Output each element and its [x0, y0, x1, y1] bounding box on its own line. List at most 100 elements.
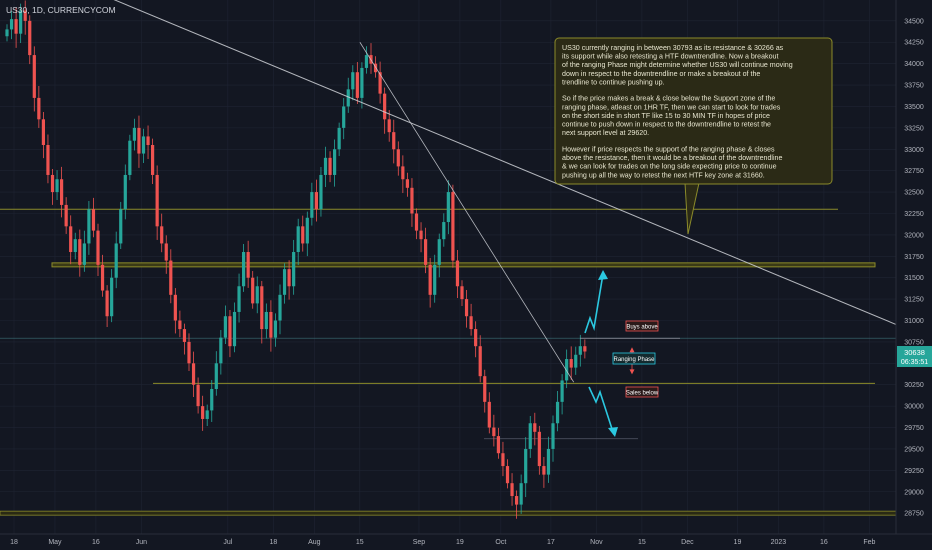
time-tick-label: Aug — [308, 539, 321, 546]
candle-body — [269, 311, 273, 338]
note-line: above the resistance, then it would be a… — [562, 154, 783, 162]
candle-body — [119, 209, 123, 244]
candle-body — [114, 243, 118, 278]
candle-body — [260, 286, 264, 330]
candle-body — [464, 299, 469, 317]
candle-body — [437, 239, 441, 265]
candle-body — [282, 269, 287, 295]
candle-body — [251, 277, 255, 304]
price-tick-label: 29250 — [904, 468, 924, 475]
candle-body — [60, 179, 64, 205]
candle-body — [387, 119, 391, 133]
candle-body — [515, 496, 519, 505]
time-tick-label: Feb — [863, 539, 875, 546]
candle-body — [110, 277, 114, 317]
candle-body — [510, 483, 514, 497]
candle-body — [28, 20, 32, 56]
price-tick-label: 31500 — [904, 275, 924, 282]
candle-body — [296, 226, 300, 253]
candle-body — [137, 127, 141, 154]
candle-body — [401, 166, 405, 180]
price-tick-label: 30000 — [904, 404, 924, 411]
price-tick-label: 33500 — [904, 104, 924, 111]
bearish-projection-arrow — [588, 386, 614, 433]
buys-above-label-bg — [625, 320, 659, 332]
time-tick-label: 19 — [456, 539, 464, 546]
current-price: 30638 — [904, 348, 925, 357]
candle-body — [410, 187, 414, 214]
candle-body — [187, 341, 191, 364]
candle-body — [205, 410, 209, 419]
note-line: pushing up all the way to retest the nex… — [562, 171, 765, 179]
bullish-projection-arrow — [584, 273, 604, 334]
price-tick-label: 28750 — [904, 511, 924, 518]
time-tick-label: Sep — [413, 539, 426, 546]
candle-body — [55, 179, 59, 193]
time-tick-label: 15 — [638, 539, 646, 546]
candle-body — [292, 252, 296, 287]
time-tick-label: 16 — [92, 539, 100, 546]
candle-body — [169, 260, 173, 295]
candle-body — [314, 192, 318, 210]
candle-body — [478, 346, 482, 377]
candle-body — [273, 320, 278, 338]
price-tick-label: 32500 — [904, 190, 924, 197]
candle-body — [565, 359, 569, 381]
note-line: next support level at 29620. — [562, 129, 649, 137]
candle-body — [428, 264, 432, 295]
candle-body — [574, 354, 578, 368]
note-line: ranging phase, atleast on 1HR TF, then w… — [562, 103, 781, 111]
candle-body — [37, 97, 41, 120]
time-axis-panel[interactable] — [0, 534, 932, 550]
candle-body — [342, 106, 346, 128]
price-tick-label: 32750 — [904, 168, 924, 175]
note-line: trendline to continue pushing up. — [562, 78, 665, 86]
price-tick-label: 32000 — [904, 232, 924, 239]
ranging-phase-label-bg — [612, 352, 656, 365]
candle-body — [87, 209, 91, 244]
note-line: US30 currently ranging in between 30793 … — [562, 44, 784, 52]
candle-body — [551, 423, 555, 449]
candle-body — [446, 192, 450, 223]
trend-lines — [113, 0, 897, 383]
candle-body — [151, 144, 155, 175]
candle-body — [223, 316, 227, 338]
short-downtrendline — [359, 42, 575, 383]
candle-body — [433, 264, 437, 295]
candle-body — [487, 401, 491, 428]
candle-body — [242, 252, 246, 287]
candle-body — [64, 204, 68, 227]
candlestick-series — [5, 0, 587, 519]
analysis-note-box[interactable] — [554, 37, 833, 185]
time-tick-label: 2023 — [771, 539, 787, 546]
candle-body — [542, 466, 546, 475]
candle-body — [255, 286, 259, 304]
candle-body — [333, 149, 337, 175]
candle-body — [537, 431, 541, 467]
candle-body — [82, 243, 86, 265]
candle-body — [50, 174, 55, 193]
candle-body — [219, 337, 223, 364]
candle-body — [405, 179, 409, 188]
note-line: & we can look for trades on the long sid… — [562, 163, 777, 171]
price-tick-label: 31000 — [904, 318, 924, 325]
price-axis-panel[interactable] — [896, 0, 932, 534]
price-tick-label: 29500 — [904, 446, 924, 453]
candle-body — [301, 226, 305, 244]
candle-body — [96, 230, 100, 265]
bearish-arrow-head — [608, 427, 618, 437]
candle-body — [210, 389, 214, 411]
candle-body — [442, 222, 446, 240]
price-tick-label: 30750 — [904, 339, 924, 346]
time-tick-label: 19 — [734, 539, 742, 546]
candle-body — [560, 380, 564, 402]
time-tick-label: Dec — [681, 539, 694, 546]
candle-body — [392, 132, 396, 150]
candle-body — [583, 346, 587, 352]
symbol-label: US30, 1D, CURRENCYCOM — [6, 5, 116, 15]
candle-body — [41, 119, 45, 145]
candle-body — [505, 466, 510, 484]
current-price-badge — [897, 346, 932, 367]
candle-body — [201, 406, 205, 419]
